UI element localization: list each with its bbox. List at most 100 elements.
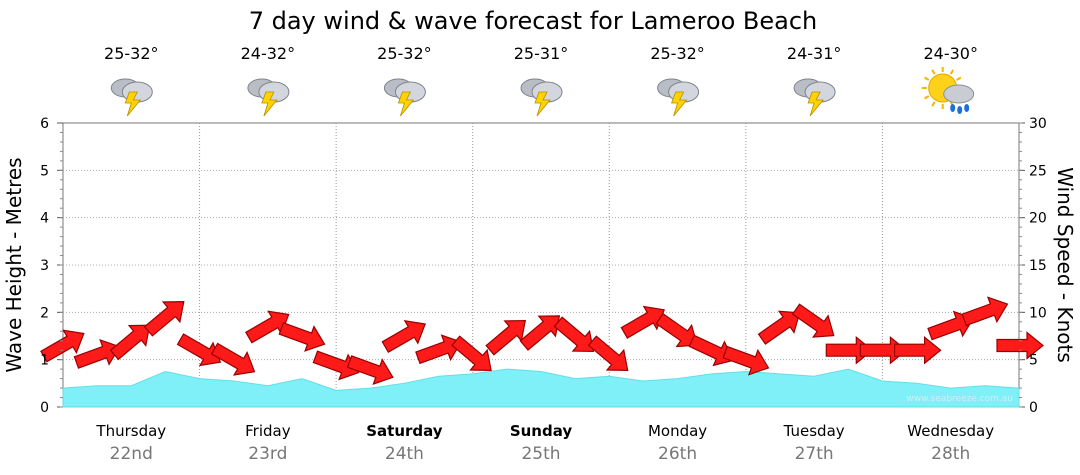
lightning-bolt <box>671 91 688 117</box>
right-tick-label: 5 <box>1029 353 1038 369</box>
temperature-range: 24-30° <box>923 44 978 63</box>
wind-series <box>40 296 1044 386</box>
wave-series <box>62 368 1020 408</box>
right-axis-title: Wind Speed - Knots <box>1053 167 1077 363</box>
temperature-range: 25-32° <box>650 44 705 63</box>
day-name: Friday <box>245 422 291 440</box>
day-date: 27th <box>795 444 834 464</box>
wind-arrow-shape <box>278 322 326 352</box>
right-tick-label: 10 <box>1029 305 1047 321</box>
sun-rain-icon <box>921 67 975 114</box>
wind-arrow-shape <box>40 329 85 363</box>
sun-ray <box>956 76 962 81</box>
wind-arrow-shape <box>143 301 185 337</box>
wind-arrow <box>346 355 394 386</box>
right-tick-label: 20 <box>1029 211 1047 227</box>
wind-arrow-shape <box>927 310 975 341</box>
day-name: Tuesday <box>783 422 845 440</box>
wind-arrow-shape <box>722 345 770 376</box>
temperature-range: 24-31° <box>787 44 842 63</box>
day-name: Wednesday <box>907 422 994 440</box>
thunderstorm-icon <box>657 78 700 117</box>
day-date: 23rd <box>248 444 287 464</box>
wind-arrow <box>415 334 463 365</box>
cloud-shape <box>943 84 975 104</box>
day-date: 28th <box>931 444 970 464</box>
wind-arrow <box>312 350 360 381</box>
left-tick-label: 2 <box>40 305 49 321</box>
sun-ray <box>949 69 955 75</box>
wind-arrow <box>688 334 735 367</box>
wind-arrow <box>961 296 1009 327</box>
wind-arrow <box>278 322 326 352</box>
right-tick-label: 0 <box>1029 400 1038 416</box>
wind-arrow <box>451 335 492 371</box>
temperature-row: 25-32° 24-32° 25-32° 25-31° 25-32° 24-31° 24-3… <box>104 44 978 63</box>
rain-drop <box>957 106 963 114</box>
wind-arrow <box>655 312 699 348</box>
wind-arrow-shape <box>587 335 629 371</box>
wind-arrow-shape <box>791 303 835 338</box>
wave-area <box>62 368 1020 408</box>
right-axis: 0 5 10 15 20 25 30 <box>1019 116 1047 416</box>
wind-arrow-shape <box>109 324 151 361</box>
left-tick-label: 4 <box>40 211 49 227</box>
wind-arrow-shape <box>553 316 595 353</box>
wind-arrow <box>143 301 185 337</box>
thunderstorm-icon <box>793 78 836 117</box>
lightning-bolt <box>124 91 142 117</box>
day-name: Monday <box>648 422 707 440</box>
sun-ray <box>924 95 930 100</box>
wind-arrow-shape <box>346 355 394 386</box>
wind-arrow <box>40 329 85 363</box>
temperature-range: 25-32° <box>104 44 159 63</box>
credit-text: www.seabreeze.com.au <box>906 394 1013 404</box>
left-tick-label: 3 <box>40 258 49 274</box>
temperature-range: 25-31° <box>514 44 569 63</box>
wind-arrow <box>791 303 835 338</box>
wind-arrow-shape <box>312 350 360 381</box>
day-labels: Thursday 22nd Friday 23rd Saturday 24th Sunday… <box>95 422 994 464</box>
day-name: Sunday <box>510 422 573 440</box>
day-date: 22nd <box>110 444 153 464</box>
day-date: 24th <box>385 444 424 464</box>
wind-arrow <box>485 319 527 356</box>
wind-arrow-shape <box>655 312 699 348</box>
wind-arrow <box>210 342 256 376</box>
left-tick-label: 6 <box>40 116 49 132</box>
wind-arrow-shape <box>688 334 735 367</box>
temperature-range: 24-32° <box>241 44 296 63</box>
wind-arrow <box>553 316 595 353</box>
thunderstorm-icon <box>383 78 426 117</box>
wind-arrow <box>109 324 151 361</box>
day-date: 25th <box>521 444 560 464</box>
temperature-range: 25-32° <box>377 44 432 63</box>
wind-arrow <box>587 335 629 371</box>
wind-arrow <box>381 319 427 354</box>
lightning-bolt <box>807 91 824 117</box>
wind-arrow <box>927 310 975 341</box>
thunderstorm-icon <box>110 78 153 117</box>
left-tick-label: 1 <box>40 353 49 369</box>
wind-arrow <box>893 335 942 365</box>
wind-arrow <box>176 333 222 367</box>
day-date: 26th <box>658 444 697 464</box>
rain-drop <box>964 104 970 112</box>
wind-arrow-shape <box>961 296 1009 327</box>
wind-arrow <box>757 310 801 345</box>
thunderstorm-icon <box>247 78 290 117</box>
thunderstorm-icon <box>520 78 563 117</box>
day-name: Thursday <box>95 422 166 440</box>
left-tick-label: 5 <box>40 163 49 179</box>
wind-arrow <box>722 345 770 376</box>
wind-arrow <box>996 331 1044 360</box>
chart-title: 7 day wind & wave forecast for Lameroo B… <box>249 7 818 35</box>
wind-arrow-shape <box>381 319 427 354</box>
left-axis: 0 1 2 3 4 5 6 <box>40 116 63 416</box>
lightning-bolt <box>261 91 278 117</box>
right-tick-label: 30 <box>1029 116 1047 132</box>
wind-arrow-shape <box>996 331 1044 360</box>
right-tick-label: 15 <box>1029 258 1047 274</box>
left-axis-title: Wave Height - Metres <box>2 157 26 372</box>
